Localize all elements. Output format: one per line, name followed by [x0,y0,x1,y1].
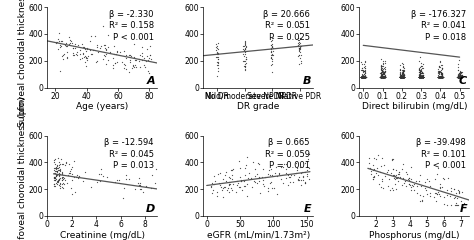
X-axis label: eGFR (mL/min/1.73m²): eGFR (mL/min/1.73m²) [207,231,310,240]
Text: D: D [146,204,155,214]
Text: C: C [459,76,467,86]
Text: β = 20.666
R² = 0.051
P = 0.025: β = 20.666 R² = 0.051 P = 0.025 [263,10,310,42]
Y-axis label: Subfoveal choroidal thickness (µm): Subfoveal choroidal thickness (µm) [18,96,27,240]
X-axis label: Age (years): Age (years) [76,102,128,111]
Text: β = 0.665
R² = 0.059
P = 0.001: β = 0.665 R² = 0.059 P = 0.001 [265,138,310,170]
X-axis label: Creatinine (mg/dL): Creatinine (mg/dL) [60,231,145,240]
Text: E: E [303,204,311,214]
Text: A: A [146,76,155,86]
Text: B: B [302,76,311,86]
X-axis label: Direct bilirubin (mg/dL): Direct bilirubin (mg/dL) [362,102,467,111]
Text: β = -12.594
R² = 0.045
P = 0.013: β = -12.594 R² = 0.045 P = 0.013 [104,138,154,170]
X-axis label: DR grade: DR grade [237,102,280,111]
Y-axis label: Subfoveal choroidal thickness (µm): Subfoveal choroidal thickness (µm) [18,0,27,127]
X-axis label: Phosphorus (mg/dL): Phosphorus (mg/dL) [369,231,460,240]
Text: β = -176.327
R² = 0.041
P = 0.018: β = -176.327 R² = 0.041 P = 0.018 [410,10,466,42]
Text: β = -39.498
R² = 0.101
P < 0.001: β = -39.498 R² = 0.101 P < 0.001 [416,138,466,170]
Text: F: F [459,204,467,214]
Text: β = -2.330
R² = 0.158
P < 0.001: β = -2.330 R² = 0.158 P < 0.001 [109,10,154,42]
